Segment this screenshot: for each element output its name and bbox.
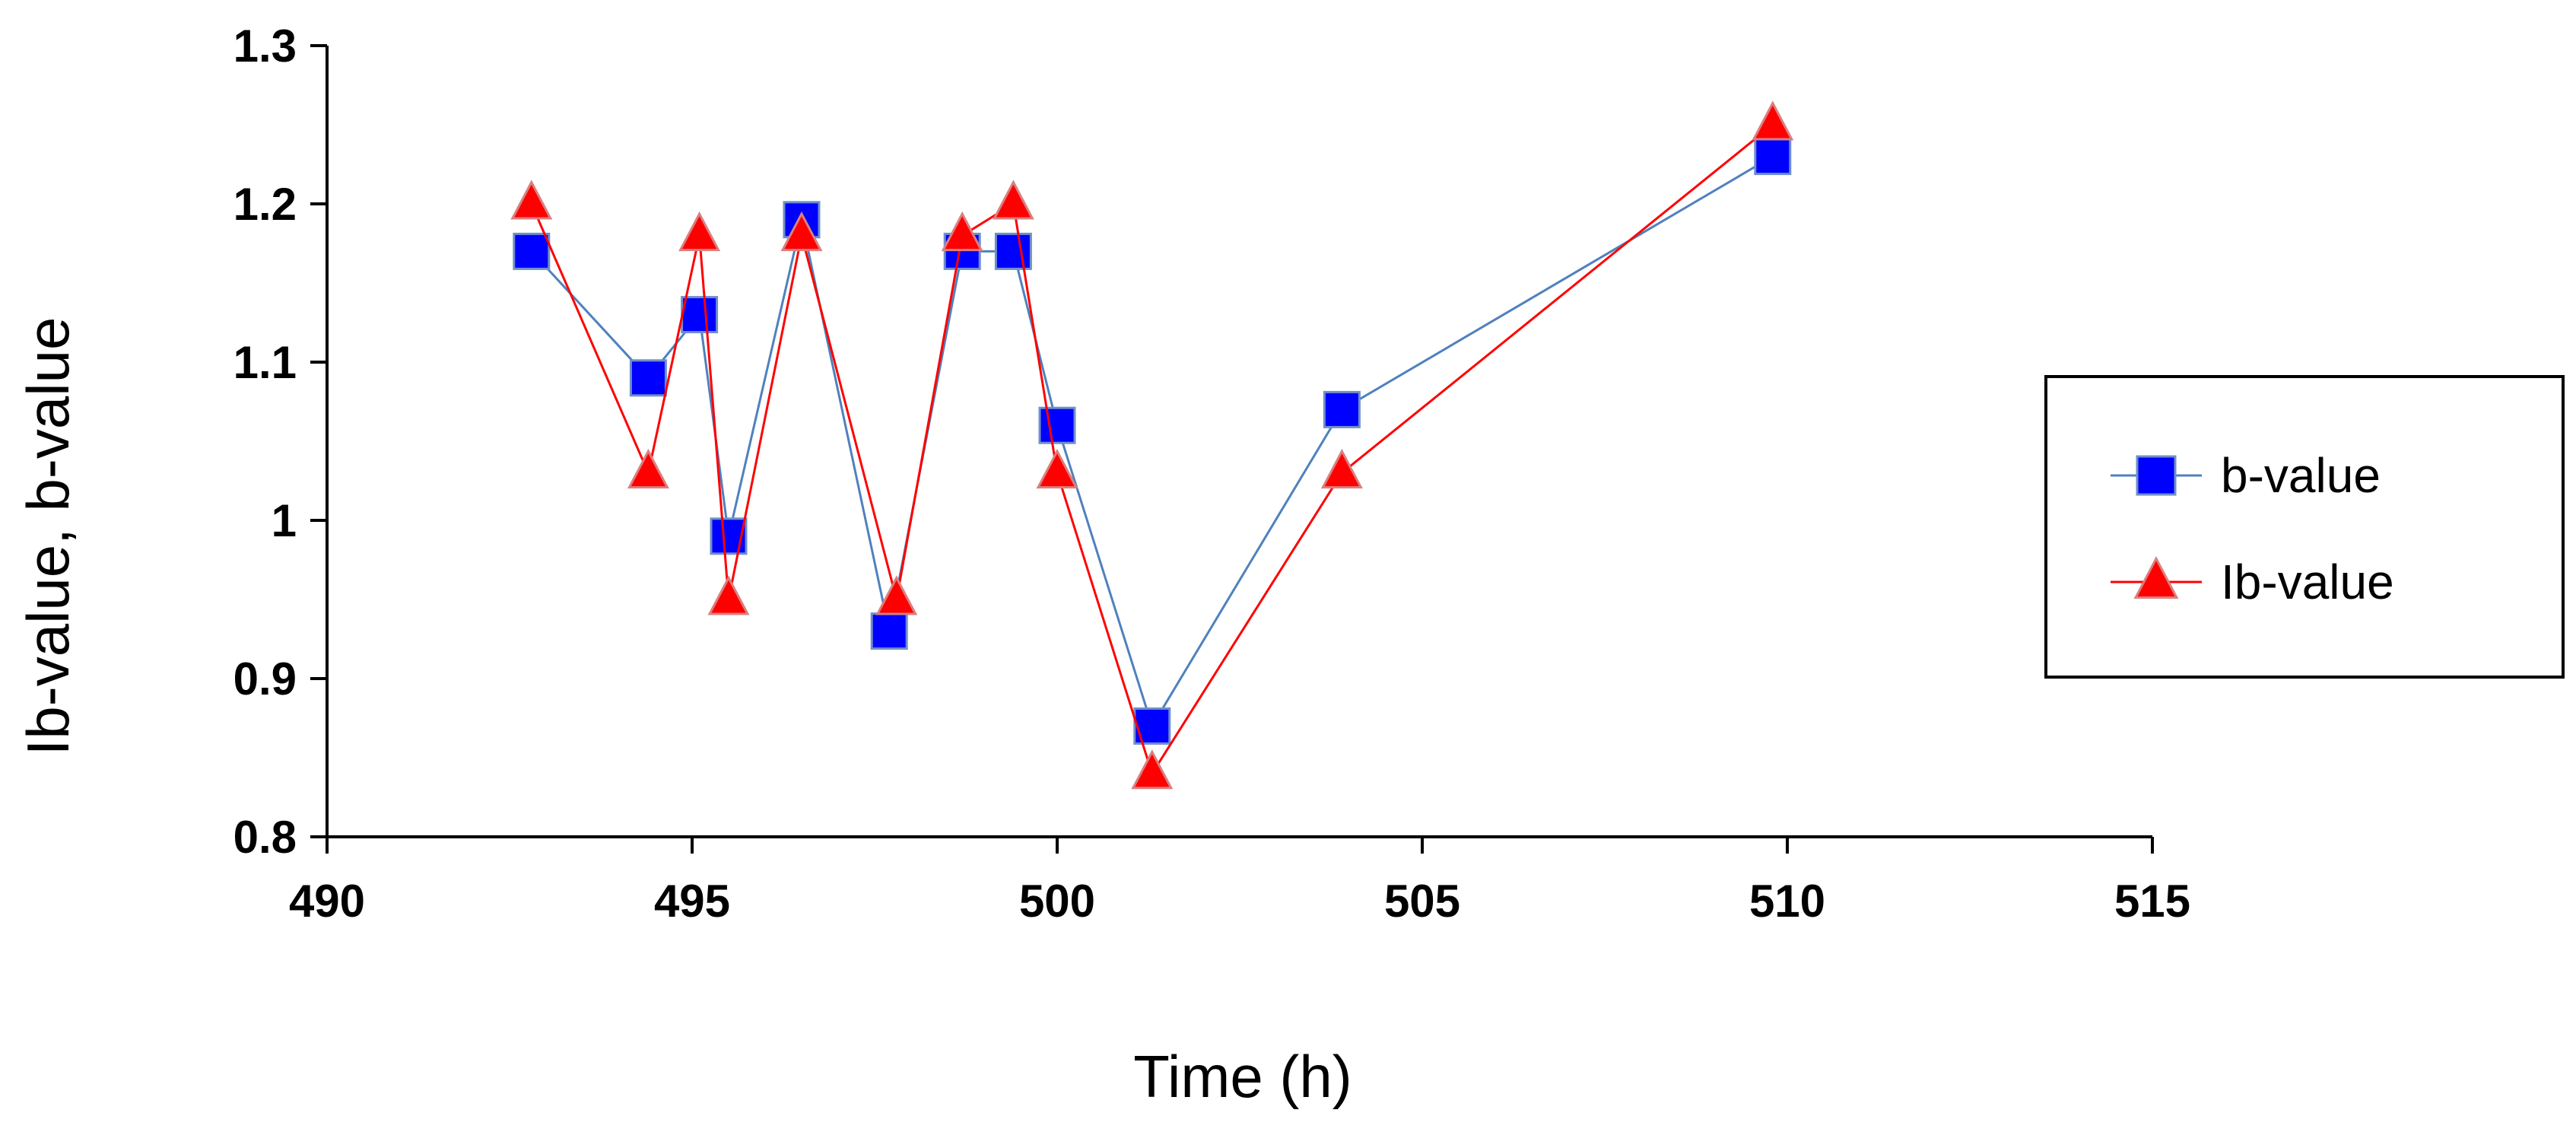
data-point	[1038, 406, 1076, 444]
data-point	[1323, 390, 1361, 428]
data-point	[1036, 448, 1078, 489]
data-point	[870, 612, 908, 650]
x-tick-label: 500	[1019, 876, 1095, 927]
data-point	[1754, 138, 1792, 176]
x-tick-label: 505	[1384, 876, 1460, 927]
data-point	[994, 232, 1032, 270]
data-point	[681, 296, 719, 334]
y-ticks: 0.8 0.9 1 1.1 1.2 1.3	[233, 21, 327, 863]
axes	[326, 46, 2152, 838]
y-tick-label: 1.2	[233, 179, 297, 230]
legend-entry: b-value	[2111, 448, 2381, 503]
legend-label: b-value	[2221, 448, 2381, 503]
series-b-value	[513, 138, 1792, 745]
data-point	[1752, 100, 1794, 141]
legend-marker	[2133, 555, 2179, 599]
data-point	[875, 575, 918, 615]
data-point	[1320, 448, 1363, 489]
data-point	[707, 575, 750, 615]
data-point	[510, 180, 553, 220]
legend-label: Ib-value	[2221, 555, 2394, 609]
series-layer	[510, 100, 1794, 790]
y-tick-label: 1	[272, 495, 297, 546]
x-tick-label: 495	[654, 876, 730, 927]
x-axis-title: Time (h)	[1133, 1043, 1352, 1110]
x-ticks: 490 495 500 505 510 515	[289, 837, 2190, 927]
data-point	[627, 448, 669, 489]
series-line	[530, 123, 1774, 777]
series-line	[530, 155, 1774, 730]
legend-marker	[2136, 455, 2177, 496]
legend-box	[2044, 375, 2565, 679]
y-tick-label: 0.8	[233, 812, 297, 863]
x-tick-label: 490	[289, 876, 365, 927]
data-point	[941, 211, 983, 252]
legend: b-value Ib-value	[2044, 375, 2565, 679]
y-tick-label: 1.1	[233, 337, 297, 388]
data-point	[629, 359, 667, 397]
y-axis-title: Ib-value, b-value	[14, 317, 81, 756]
data-point	[678, 211, 721, 252]
data-point	[780, 211, 823, 252]
x-tick-label: 515	[2114, 876, 2190, 927]
data-point	[513, 232, 551, 270]
series-Ib-value	[510, 100, 1794, 790]
data-point	[1131, 749, 1174, 790]
x-tick-label: 510	[1749, 876, 1825, 927]
legend-entry: Ib-value	[2111, 555, 2394, 609]
data-point	[992, 180, 1034, 220]
y-tick-label: 0.9	[233, 653, 297, 704]
y-tick-label: 1.3	[233, 21, 297, 72]
